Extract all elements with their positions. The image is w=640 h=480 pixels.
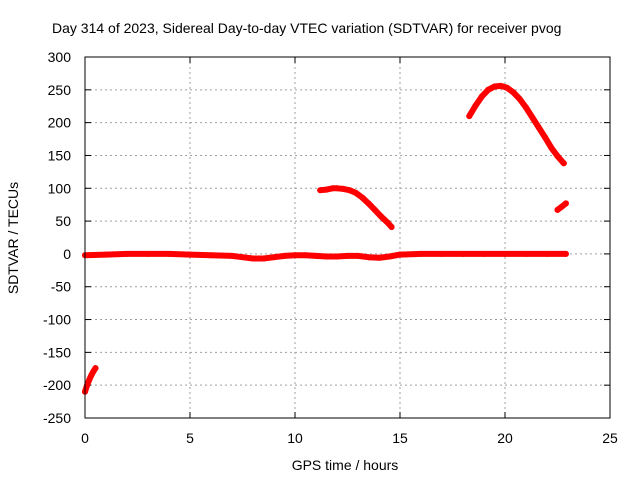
tick-labels: -250 -200 -150 -100 -50 0 50 100 150 200 250 300 0 5 1… — [43, 49, 618, 446]
data-series — [82, 82, 569, 395]
data-point — [523, 104, 529, 111]
data-point — [166, 250, 172, 257]
data-point — [544, 250, 550, 257]
data-point — [344, 252, 351, 259]
data-point — [439, 250, 445, 257]
data-point — [510, 89, 517, 96]
y-tick-label: 0 — [63, 246, 71, 262]
x-tick-label: 15 — [392, 430, 408, 446]
data-point — [460, 250, 466, 257]
data-point — [497, 82, 504, 89]
data-point — [529, 114, 536, 121]
data-point — [397, 251, 403, 258]
data-point — [562, 200, 569, 207]
data-point — [250, 255, 256, 262]
series-line-baseline — [82, 250, 569, 262]
data-point — [371, 206, 378, 213]
data-point — [292, 252, 298, 259]
data-point — [562, 250, 569, 257]
data-point — [346, 187, 353, 194]
data-point — [86, 376, 93, 383]
data-point — [491, 83, 498, 90]
grid-lines — [85, 57, 610, 418]
data-point — [523, 250, 529, 257]
y-tick-label: -250 — [43, 410, 71, 426]
data-point — [481, 250, 487, 257]
data-point — [365, 254, 372, 261]
data-point — [359, 194, 366, 201]
data-point — [334, 185, 340, 192]
data-point — [329, 185, 336, 192]
x-tick-label: 10 — [287, 430, 303, 446]
data-point — [355, 252, 361, 259]
y-tick-label: -100 — [43, 312, 71, 328]
data-point — [208, 252, 214, 259]
x-axis-title: GPS time / hours — [292, 457, 399, 473]
data-point — [334, 253, 340, 260]
data-point — [378, 213, 385, 220]
data-point — [145, 250, 151, 257]
data-point — [376, 254, 382, 261]
y-tick-label: 300 — [48, 49, 72, 65]
chart-title: Day 314 of 2023, Sidereal Day-to-day VTE… — [52, 20, 561, 36]
data-point — [84, 382, 91, 389]
data-point — [323, 186, 330, 193]
data-point — [554, 206, 561, 213]
data-point — [229, 252, 235, 259]
y-tick-label: -150 — [43, 344, 71, 360]
y-axis-title: SDTVAR / TECUs — [5, 182, 21, 294]
x-tick-label: 0 — [81, 430, 89, 446]
data-point — [466, 113, 473, 120]
data-point — [384, 219, 391, 226]
data-point — [323, 253, 330, 260]
data-point — [485, 86, 492, 93]
data-point — [260, 255, 267, 262]
y-tick-label: 100 — [48, 180, 72, 196]
data-point — [558, 203, 565, 210]
data-point — [535, 124, 542, 131]
data-point — [124, 250, 130, 257]
data-point — [504, 84, 511, 91]
data-point — [388, 224, 395, 230]
data-point — [302, 252, 309, 259]
data-point — [317, 187, 324, 194]
x-tick-label: 25 — [602, 430, 618, 446]
data-point — [239, 254, 246, 261]
data-point — [502, 250, 508, 257]
series-line-evening-arc — [466, 82, 567, 167]
data-point — [478, 93, 485, 100]
data-point — [472, 102, 479, 109]
y-tick-label: 250 — [48, 82, 72, 98]
data-point — [365, 200, 372, 207]
data-point — [187, 251, 193, 258]
data-point — [560, 160, 567, 167]
data-point — [541, 134, 548, 141]
y-tick-label: -50 — [51, 279, 71, 295]
data-point — [554, 153, 561, 160]
data-point — [418, 250, 424, 257]
plot-frame — [84, 56, 611, 419]
data-point — [281, 252, 288, 259]
data-point — [271, 254, 277, 261]
data-point — [92, 365, 99, 372]
y-tick-label: -200 — [43, 377, 71, 393]
y-tick-label: 200 — [48, 115, 72, 131]
x-tick-label: 20 — [497, 430, 513, 446]
data-point — [386, 253, 393, 260]
data-point — [352, 189, 359, 196]
x-tick-label: 5 — [186, 430, 194, 446]
data-point — [313, 252, 319, 259]
data-point — [516, 96, 523, 102]
data-point — [548, 144, 555, 151]
y-tick-label: 150 — [48, 147, 72, 163]
data-point — [340, 185, 347, 192]
data-point — [103, 251, 109, 258]
y-tick-label: 50 — [55, 213, 71, 229]
